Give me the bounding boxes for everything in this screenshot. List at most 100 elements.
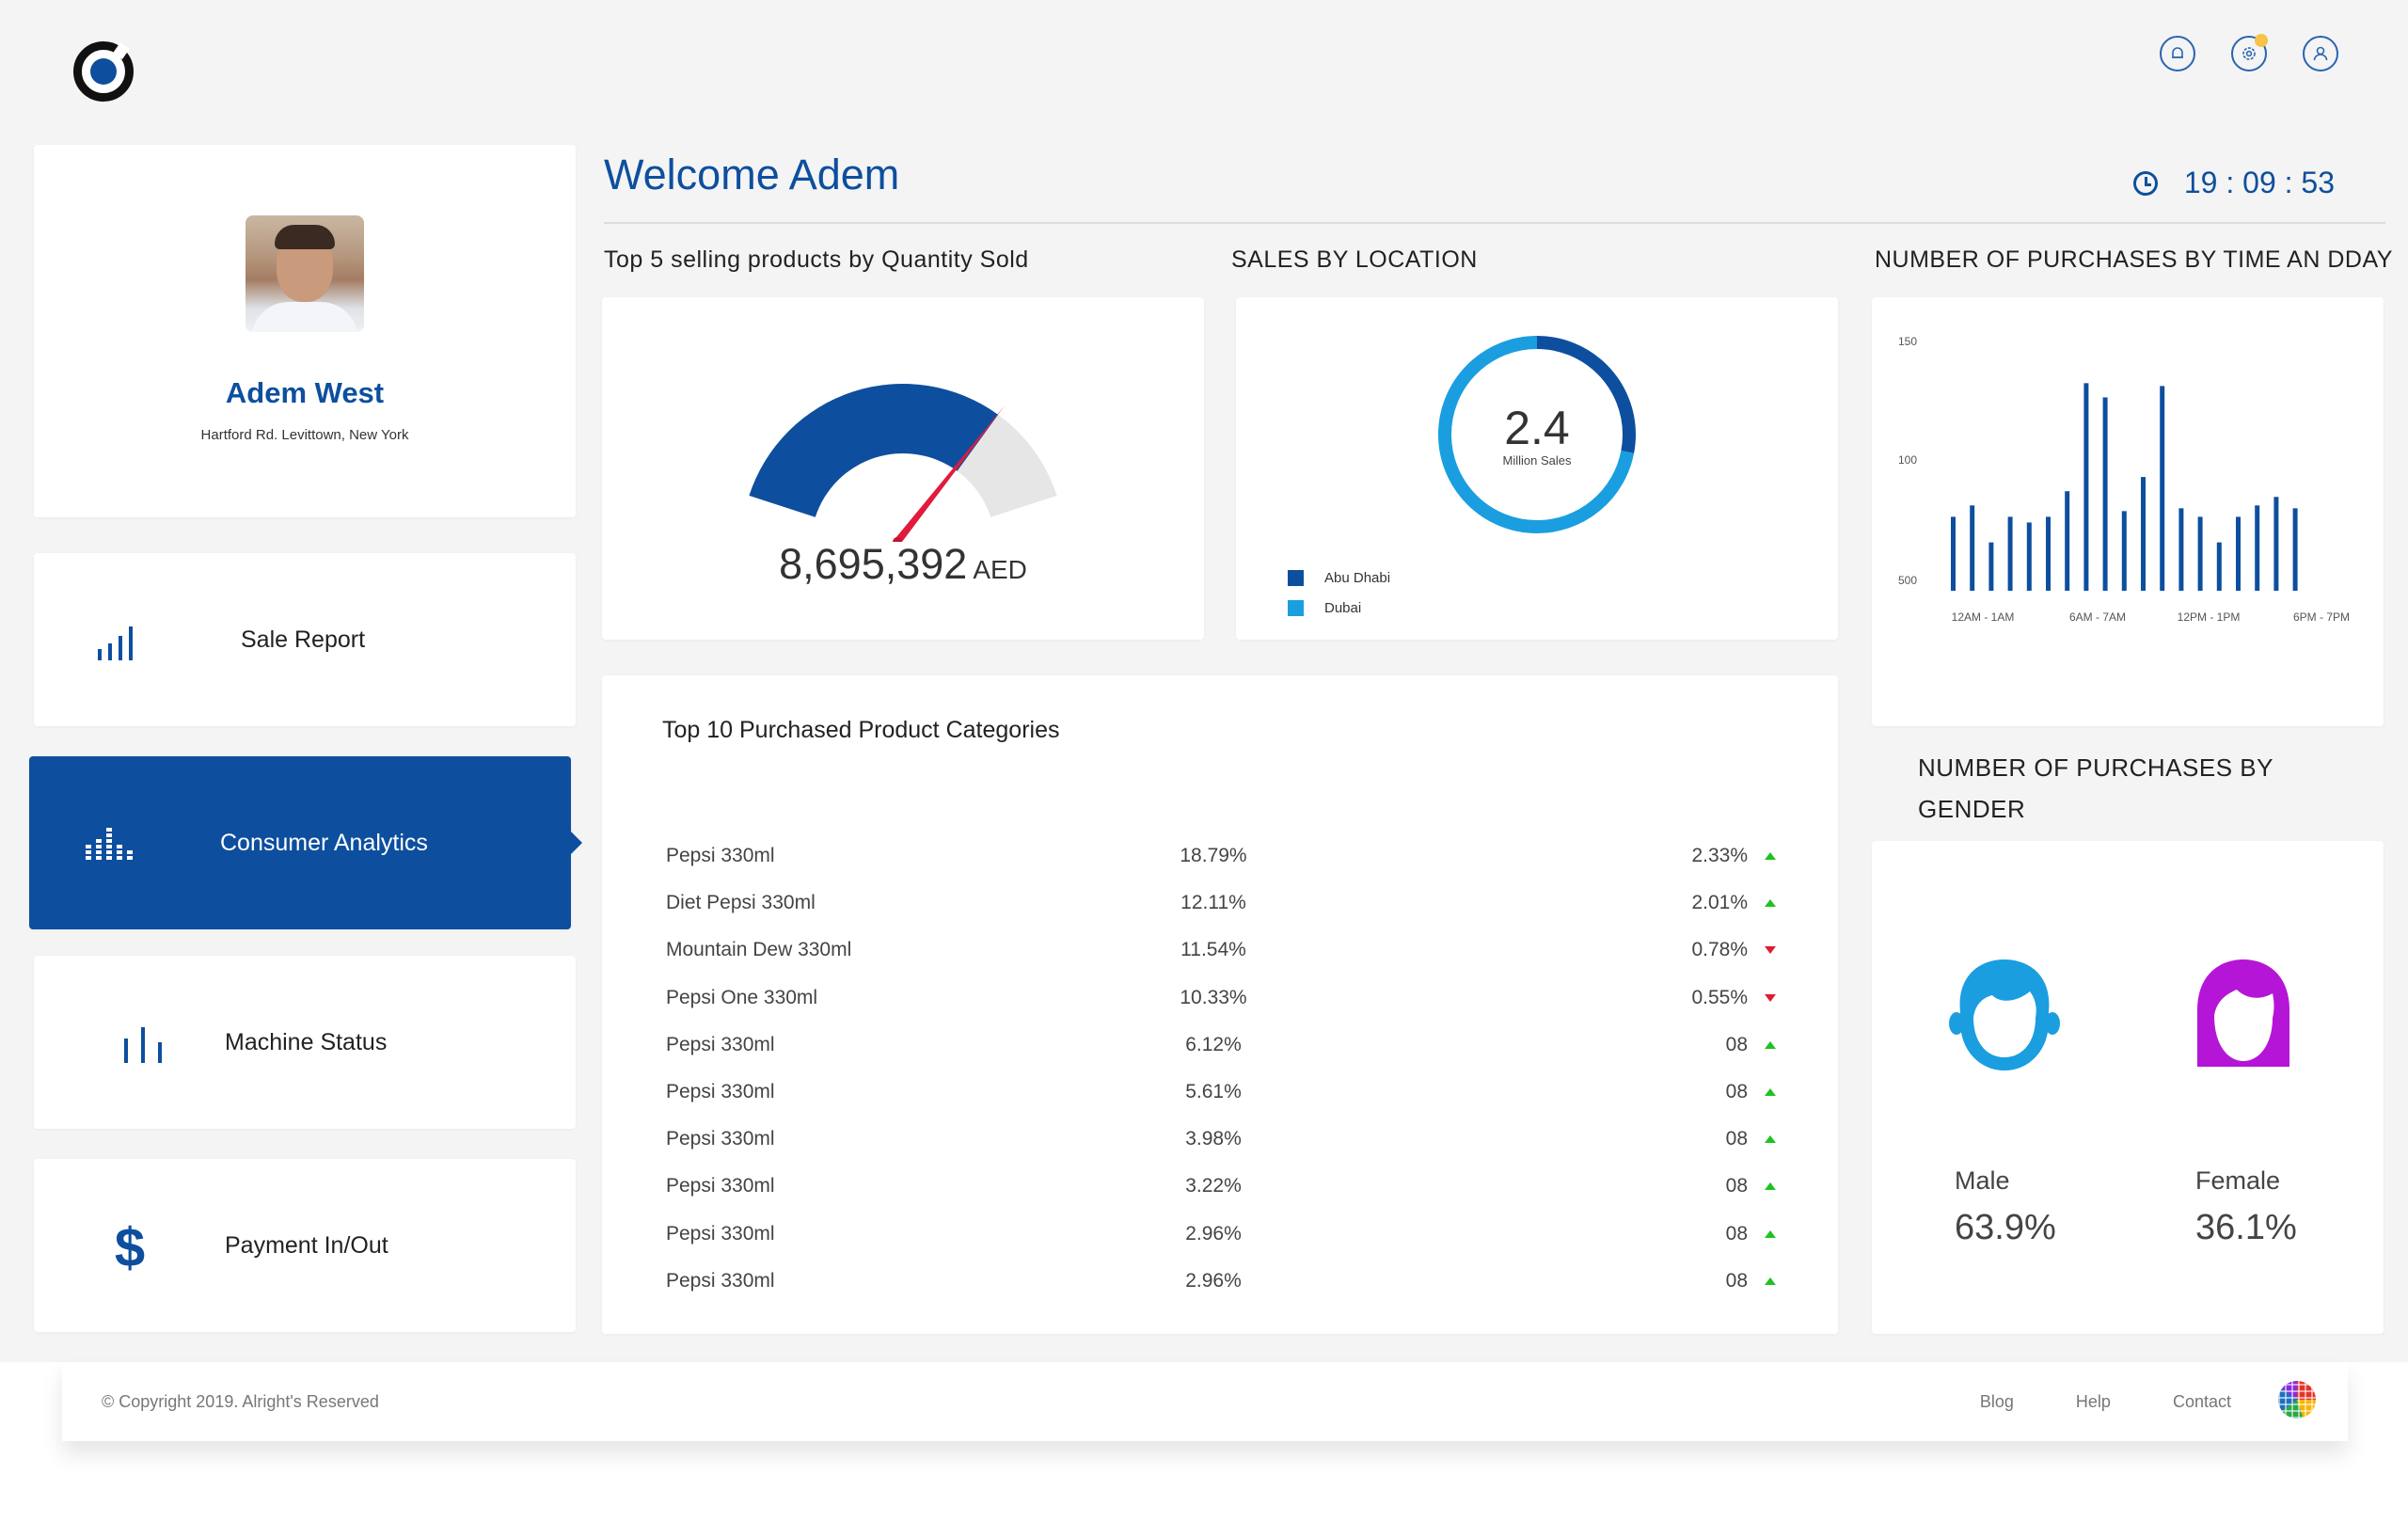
category-change: 08 [1725,1081,1748,1102]
purchases-time-title: NUMBER OF PURCHASES BY TIME AN DDAY [1875,246,2393,273]
bar [2141,477,2146,591]
category-change: 2.01% [1691,892,1748,914]
top-toolbar [2160,34,2338,71]
top-products-card: 8,695,392 AED [602,297,1204,640]
y-tick-label: 100 [1898,453,1917,467]
bar [2216,542,2222,591]
nav-item-consumer-analytics[interactable]: Consumer Analytics [29,756,582,929]
legend: Abu Dhabi Dubai [1288,563,1390,623]
category-change: 0.78% [1691,939,1748,961]
bar [2292,508,2298,591]
table-row[interactable]: Pepsi 330ml 2.96% 08 [602,1257,1838,1304]
trend-up-icon [1765,1040,1776,1049]
category-name: Mountain Dew 330ml [666,939,852,961]
bar [1988,542,1994,591]
footer-link-blog[interactable]: Blog [1979,1392,2014,1411]
trend-up-icon [1765,852,1776,860]
bell-icon[interactable] [2160,36,2195,71]
bar-chart: 150 100 500 12AM - 1AM 6AM - 7AM 12PM - 1PM 6P… [1898,335,2350,624]
nav-label: Consumer Analytics [220,829,428,856]
trend-up-icon [1765,1088,1776,1096]
categories-card: Top 10 Purchased Product Categories Peps… [602,675,1838,1334]
bar [1970,505,1975,591]
table-row[interactable]: Pepsi 330ml 6.12% 08 [602,1021,1838,1068]
male-value: 63.9% [1955,1208,2056,1247]
gauge-fill [749,384,999,517]
bar [2046,516,2051,591]
user-icon[interactable] [2303,36,2338,71]
category-change: 08 [1725,1128,1748,1150]
category-name: Pepsi One 330ml [666,986,818,1008]
bar [2255,505,2260,591]
female-value: 36.1% [2195,1208,2297,1247]
nav-item-sale-report[interactable]: Sale Report [34,553,576,726]
donut-chart [1438,336,1636,533]
footer: © Copyright 2019. Alright's Reserved Blo… [62,1362,2348,1441]
bar [2083,383,2089,591]
legend-label: Dubai [1324,599,1362,616]
gauge-amount: 8,695,392 [779,540,968,588]
app-logo[interactable] [73,41,134,102]
profile-name: Adem West [225,376,385,409]
table-row[interactable]: Diet Pepsi 330ml 12.11% 2.01% [602,879,1838,926]
vertical-bars-icon [124,1027,162,1063]
y-tick-label: 150 [1898,335,1917,348]
trend-up-icon [1765,899,1776,908]
footer-link-help[interactable]: Help [2075,1392,2111,1411]
legend-swatch [1288,569,1304,586]
category-percent: 6.12% [1185,1033,1242,1055]
table-row[interactable]: Pepsi 330ml 3.98% 08 [602,1115,1838,1162]
female-label: Female [2195,1166,2281,1195]
bar [2273,497,2279,591]
legend-label: Abu Dhabi [1324,569,1391,586]
category-percent: 3.22% [1185,1175,1242,1197]
categories-title: Top 10 Purchased Product Categories [662,717,1060,743]
category-change: 08 [1725,1269,1748,1292]
globe-icon[interactable] [2278,1381,2316,1419]
nav-label: Sale Report [241,626,366,653]
table-row[interactable]: Pepsi 330ml 18.79% 2.33% [602,832,1838,879]
category-name: Pepsi 330ml [666,1128,775,1150]
category-change: 08 [1725,1222,1748,1245]
nav-label: Payment In/Out [225,1231,388,1259]
clock-time: 19 : 09 : 53 [2183,166,2335,199]
avatar[interactable] [246,215,364,332]
nav-item-payment[interactable]: $ Payment In/Out [34,1159,576,1332]
category-percent: 18.79% [1180,845,1247,866]
table-row[interactable]: Pepsi 330ml 5.61% 08 [602,1068,1838,1115]
table-row[interactable]: Pepsi One 330ml 10.33% 0.55% [602,974,1838,1021]
clock-icon [2132,170,2158,196]
category-name: Pepsi 330ml [666,1222,775,1245]
equalizer-icon [86,828,133,860]
gender-title: NUMBER OF PURCHASES BY GENDER [1918,753,2273,823]
gear-icon[interactable] [2231,34,2268,71]
gauge-pivot [893,537,902,542]
category-change: 08 [1725,1033,1748,1055]
bar [2121,511,2127,591]
x-tick-label: 12PM - 1PM [2178,610,2241,624]
category-change: 08 [1725,1175,1748,1197]
nav-item-machine-status[interactable]: Machine Status [34,956,576,1129]
table-row[interactable]: Pepsi 330ml 2.96% 08 [602,1210,1838,1257]
footer-link-contact[interactable]: Contact [2172,1392,2231,1411]
gauge-needle [894,405,1006,542]
donut-slice-1 [1438,336,1636,533]
bar [2026,522,2032,591]
y-tick-label: 500 [1898,574,1917,587]
gauge-value: 8,695,392 AED [602,540,1204,589]
table-row[interactable]: Mountain Dew 330ml 11.54% 0.78% [602,926,1838,973]
trend-down-icon [1765,993,1776,1002]
gauge-chart [749,383,1057,542]
bar [2007,516,2013,591]
category-percent: 11.54% [1180,939,1246,961]
bar [2178,508,2184,591]
category-name: Pepsi 330ml [666,1033,775,1055]
table-row[interactable]: Pepsi 330ml 3.22% 08 [602,1162,1838,1209]
bar [2160,386,2165,591]
legend-item: Dubai [1288,593,1390,623]
svg-text:$: $ [115,1217,145,1276]
category-name: Pepsi 330ml [666,845,775,866]
trend-down-icon [1765,946,1776,955]
female-icon [2197,959,2289,1067]
category-percent: 12.11% [1180,892,1246,914]
